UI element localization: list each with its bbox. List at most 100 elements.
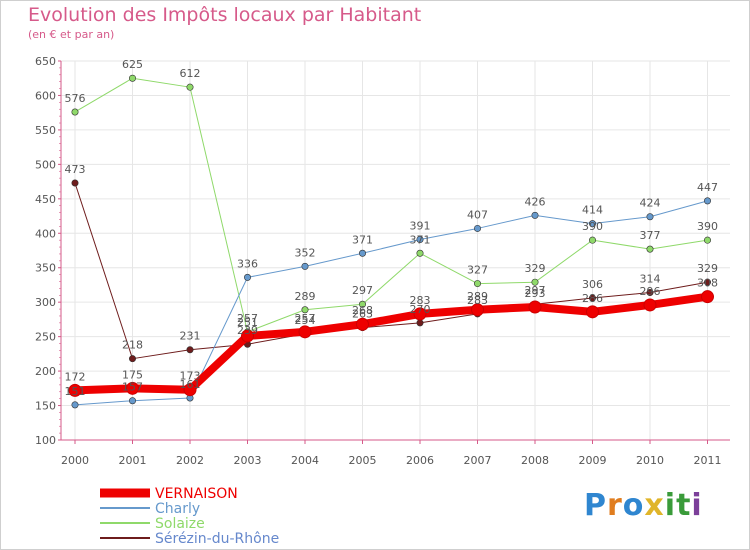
- data-label: 296: [640, 285, 661, 298]
- data-point: [358, 300, 366, 308]
- logo-letter: P: [584, 488, 607, 523]
- data-point: [244, 273, 252, 281]
- y-tick-labels: 100 150 200 250 300 350 400 450 500 550 600 650: [35, 55, 56, 447]
- legend-label: Sérézin-du-Rhône: [155, 531, 279, 547]
- x-tick-label: 2004: [291, 454, 319, 467]
- data-label: 306: [582, 278, 603, 291]
- x-tick-label: 2010: [636, 454, 664, 467]
- y-tick-label: 200: [35, 365, 56, 378]
- data-label: 377: [640, 229, 661, 242]
- data-point: [473, 280, 481, 288]
- logo-letter: x: [644, 488, 665, 523]
- x-tick-labels: 2000 2001 2002 2003 2004 2005 2006 2007 2008 2009…: [61, 454, 722, 467]
- data-label: 239: [237, 324, 258, 337]
- proxiti-logo: Proxiti: [584, 488, 703, 523]
- data-point: [531, 211, 539, 219]
- data-point: [126, 381, 139, 395]
- data-label: 218: [122, 339, 143, 352]
- data-point: [71, 108, 79, 116]
- data-label: 257: [237, 312, 258, 325]
- axes: [58, 60, 730, 444]
- data-label: 390: [697, 220, 718, 233]
- y-tick-label: 600: [35, 89, 56, 102]
- data-point: [646, 245, 654, 253]
- series-group: [68, 74, 714, 409]
- y-tick-label: 300: [35, 296, 56, 309]
- data-label: 424: [640, 197, 661, 210]
- data-point: [129, 397, 137, 405]
- data-point: [416, 249, 424, 257]
- data-point: [588, 220, 596, 228]
- data-point: [646, 213, 654, 221]
- data-label: 172: [65, 370, 86, 383]
- legend-label: Solaize: [155, 516, 205, 532]
- data-label: 336: [237, 257, 258, 270]
- y-tick-label: 350: [35, 262, 56, 275]
- data-point: [129, 355, 137, 363]
- x-tick-label: 2002: [176, 454, 204, 467]
- x-tick-label: 2006: [406, 454, 434, 467]
- data-label: 329: [525, 262, 546, 275]
- data-label: 407: [467, 208, 488, 221]
- data-label: 151: [65, 385, 86, 398]
- data-label: 447: [697, 181, 718, 194]
- y-tick-label: 150: [35, 400, 56, 413]
- data-label: 473: [65, 163, 86, 176]
- legend-label: Charly: [155, 501, 200, 517]
- data-point: [71, 401, 79, 409]
- data-point: [643, 298, 657, 312]
- data-label: 231: [180, 330, 201, 343]
- y-tick-label: 450: [35, 193, 56, 206]
- data-point: [416, 319, 424, 327]
- data-point: [129, 74, 137, 82]
- data-point: [528, 300, 542, 314]
- data-label: 257: [295, 312, 316, 325]
- y-tick-label: 500: [35, 158, 56, 171]
- data-label: 268: [352, 304, 373, 317]
- series-line-solaize: [74, 77, 708, 333]
- data-point: [703, 197, 711, 205]
- x-tick-label: 2011: [694, 454, 722, 467]
- data-label: 297: [525, 284, 546, 297]
- data-label: 327: [467, 264, 488, 277]
- data-point: [586, 305, 599, 319]
- data-label: 297: [352, 284, 373, 297]
- data-point: [298, 325, 312, 339]
- data-label: 329: [697, 262, 718, 275]
- data-point: [701, 290, 714, 304]
- data-label: 270: [410, 303, 431, 316]
- logo-letter: r: [607, 488, 623, 523]
- data-point: [703, 236, 711, 244]
- data-label: 283: [467, 294, 488, 307]
- series-line-s-r-zin-du-rh-ne: [74, 182, 708, 360]
- data-label: 352: [295, 246, 316, 259]
- data-label: 289: [467, 290, 488, 303]
- x-tick-label: 2000: [61, 454, 89, 467]
- y-tick-label: 400: [35, 227, 56, 240]
- x-tick-label: 2003: [234, 454, 262, 467]
- logo-letter: i: [664, 488, 677, 523]
- data-point: [183, 383, 197, 397]
- data-label: 157: [122, 381, 143, 394]
- data-label: 263: [352, 308, 373, 321]
- data-label: 576: [65, 92, 86, 105]
- data-label: 625: [122, 58, 143, 71]
- data-label: 390: [582, 220, 603, 233]
- logo-letter: t: [676, 488, 692, 523]
- y-tick-label: 250: [35, 331, 56, 344]
- data-point: [416, 235, 424, 243]
- data-label: 286: [582, 292, 603, 305]
- data-point: [186, 83, 194, 91]
- data-label: 173: [180, 370, 201, 383]
- data-label: 251: [237, 316, 258, 329]
- data-point: [241, 329, 254, 343]
- data-point: [473, 224, 481, 232]
- data-point: [588, 236, 596, 244]
- logo-letter: i: [691, 488, 703, 523]
- data-point: [301, 306, 309, 314]
- y-tick-label: 550: [35, 124, 56, 137]
- data-point: [356, 317, 369, 331]
